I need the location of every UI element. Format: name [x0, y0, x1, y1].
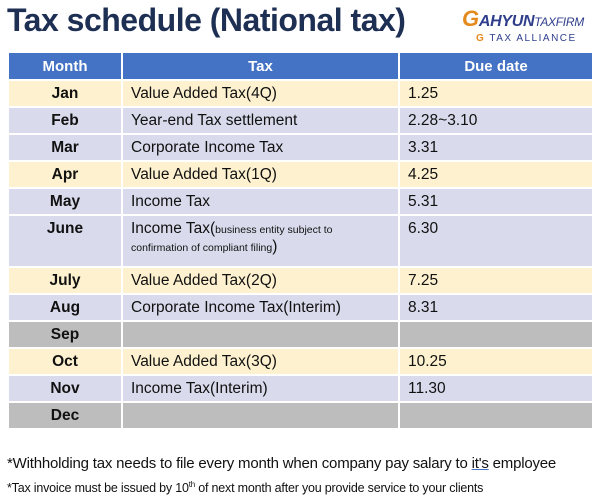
tax-cell: Year-end Tax settlement [121, 106, 400, 135]
logo-sub-text: TAX ALLIANCE [489, 33, 577, 44]
table-row: Nov Income Tax(Interim) 11.30 [7, 374, 594, 403]
table-row: June Income Tax(business entity subject … [7, 214, 594, 268]
header-due-date: Due date [398, 51, 594, 81]
logo-g-letter: G [462, 6, 479, 31]
month-cell: Sep [7, 320, 123, 349]
footnote-1-text-a: *Withholding tax needs to file every mon… [7, 455, 472, 472]
table-row: Jan Value Added Tax(4Q) 1.25 [7, 79, 594, 108]
logo-tagline: G TAX ALLIANCE [476, 33, 577, 44]
footnote-2-superscript: th [188, 480, 195, 489]
page-title: Tax schedule (National tax) [7, 2, 406, 38]
due-date-cell: 10.25 [398, 347, 594, 376]
tax-cell: Value Added Tax(4Q) [121, 79, 400, 108]
tax-cell: Corporate Income Tax(Interim) [121, 293, 400, 322]
table-row: Apr Value Added Tax(1Q) 4.25 [7, 160, 594, 189]
due-date-cell: 6.30 [398, 214, 594, 268]
month-cell: June [7, 214, 123, 268]
logo-name: AHYUN [478, 13, 535, 30]
logo-wordmark: GAHYUNTAXFIRM [462, 6, 584, 32]
table-row: Mar Corporate Income Tax 3.31 [7, 133, 594, 162]
month-cell: July [7, 266, 123, 295]
tax-cell-close: ) [272, 238, 278, 255]
due-date-cell [398, 320, 594, 349]
due-date-cell: 8.31 [398, 293, 594, 322]
footnote-tax-invoice: *Tax invoice must be issued by 10th of n… [7, 480, 483, 495]
table-row: Oct Value Added Tax(3Q) 10.25 [7, 347, 594, 376]
table-row: Aug Corporate Income Tax(Interim) 8.31 [7, 293, 594, 322]
tax-cell: Income Tax(Interim) [121, 374, 400, 403]
footnote-2-text-b: of next month after you provide service … [194, 481, 484, 496]
month-cell: Mar [7, 133, 123, 162]
month-cell: Apr [7, 160, 123, 189]
table-row: Dec [7, 401, 594, 430]
tax-cell: Value Added Tax(3Q) [121, 347, 400, 376]
tax-cell: Value Added Tax(2Q) [121, 266, 400, 295]
month-cell: Feb [7, 106, 123, 135]
table-row: Sep [7, 320, 594, 349]
month-cell: Dec [7, 401, 123, 430]
due-date-cell: 4.25 [398, 160, 594, 189]
header-month: Month [7, 51, 123, 81]
header-tax: Tax [121, 51, 400, 81]
table-row: July Value Added Tax(2Q) 7.25 [7, 266, 594, 295]
tax-cell: Value Added Tax(1Q) [121, 160, 400, 189]
table-row: May Income Tax 5.31 [7, 187, 594, 216]
tax-cell [121, 320, 400, 349]
due-date-cell: 7.25 [398, 266, 594, 295]
tax-cell-note: business entity subject to confirmation … [131, 224, 333, 254]
tax-cell-main: Income Tax( [131, 220, 216, 237]
tax-cell: Corporate Income Tax [121, 133, 400, 162]
logo-sub-g-letter: G [476, 33, 486, 44]
month-cell: Oct [7, 347, 123, 376]
tax-cell [121, 401, 400, 430]
month-cell: Aug [7, 293, 123, 322]
due-date-cell: 11.30 [398, 374, 594, 403]
due-date-cell: 5.31 [398, 187, 594, 216]
month-cell: May [7, 187, 123, 216]
tax-cell: Income Tax(business entity subject to co… [121, 214, 400, 268]
footnote-withholding: *Withholding tax needs to file every mon… [7, 455, 556, 472]
tax-schedule-table: Month Tax Due date Jan Value Added Tax(4… [7, 51, 594, 430]
due-date-cell: 2.28~3.10 [398, 106, 594, 135]
due-date-cell: 3.31 [398, 133, 594, 162]
table-row: Feb Year-end Tax settlement 2.28~3.10 [7, 106, 594, 135]
tax-cell: Income Tax [121, 187, 400, 216]
month-cell: Jan [7, 79, 123, 108]
gahyun-taxfirm-logo: GAHYUNTAXFIRM G TAX ALLIANCE [462, 6, 592, 52]
logo-firm: TAXFIRM [534, 15, 584, 29]
month-cell: Nov [7, 374, 123, 403]
footnote-2-text-a: *Tax invoice must be issued by 10 [7, 481, 189, 496]
table-header-row: Month Tax Due date [7, 51, 594, 81]
footnote-1-text-c: employee [488, 455, 557, 472]
due-date-cell [398, 401, 594, 430]
footnote-1-underlined-word: it's [471, 455, 489, 472]
due-date-cell: 1.25 [398, 79, 594, 108]
